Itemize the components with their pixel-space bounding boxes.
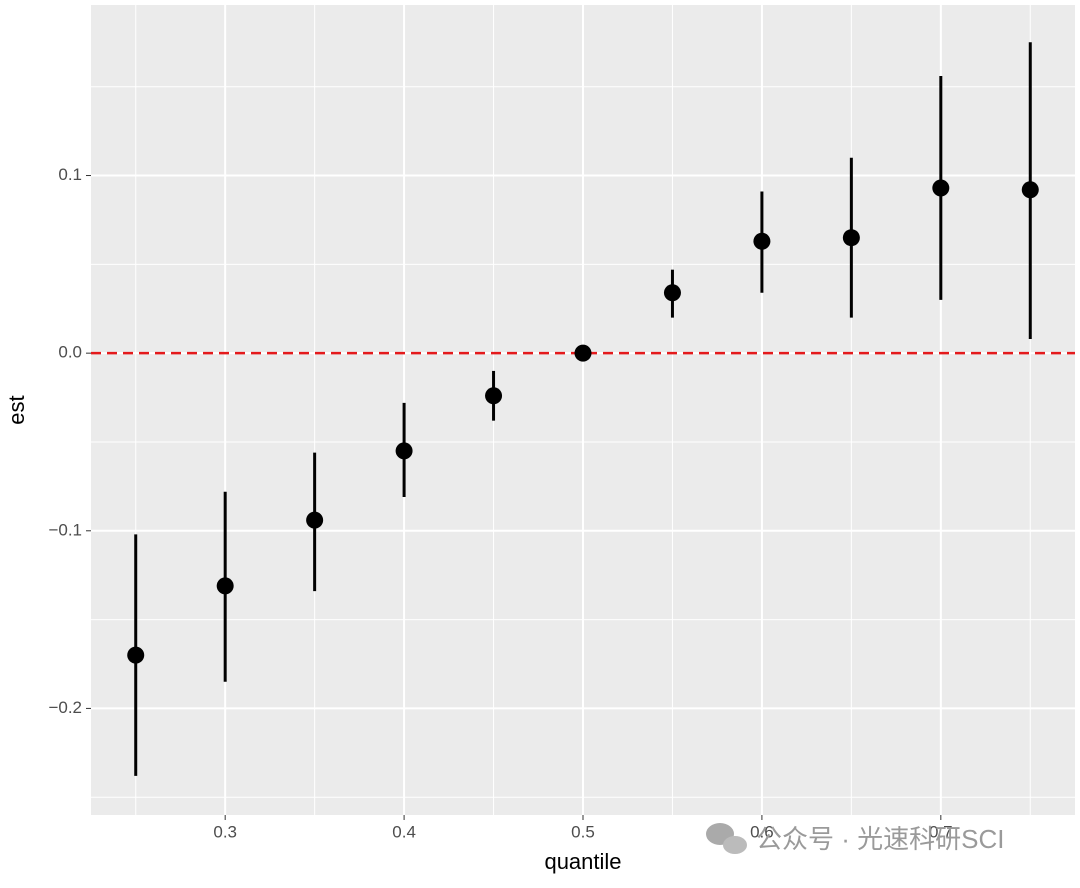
point	[932, 179, 950, 197]
point	[842, 229, 860, 247]
point	[216, 577, 234, 595]
point	[395, 442, 413, 460]
point	[574, 344, 592, 362]
point	[1021, 181, 1039, 199]
watermark-icon	[706, 823, 747, 854]
x-tick-label: 0.5	[571, 822, 595, 841]
x-tick-label: 0.4	[392, 822, 416, 841]
point	[127, 646, 145, 664]
y-tick-label: −0.2	[48, 698, 82, 717]
x-tick-label: 0.7	[929, 822, 953, 841]
y-tick-label: −0.1	[48, 520, 82, 539]
x-tick-label: 0.6	[750, 822, 774, 841]
y-tick-label: 0.0	[58, 343, 82, 362]
y-tick-label: 0.1	[58, 165, 82, 184]
point	[485, 387, 503, 405]
point	[306, 511, 324, 529]
point	[753, 232, 771, 250]
x-tick-label: 0.3	[213, 822, 237, 841]
y-axis-title: est	[4, 395, 29, 424]
point	[663, 284, 681, 302]
x-axis-title: quantile	[544, 849, 621, 874]
watermark: 公众号 · 光速科研SCI	[756, 824, 1004, 854]
